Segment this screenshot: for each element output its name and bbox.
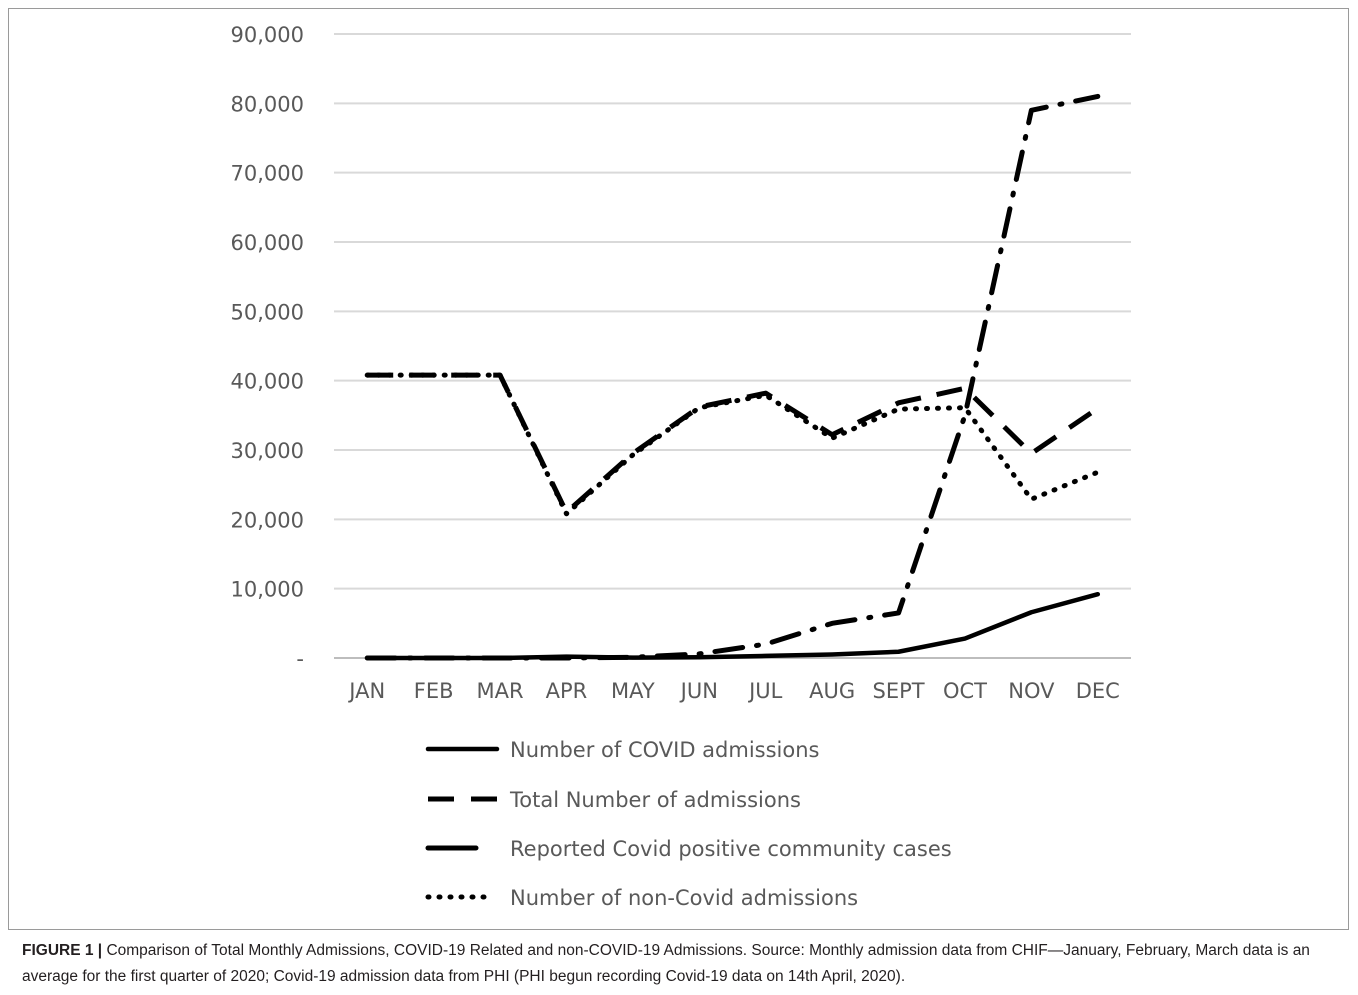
x-axis-tick-labels: JAN FEB MAR APR MAY JUN JUL AUG SEPT OCT NOV DEC xyxy=(347,679,1120,703)
series-line-2 xyxy=(367,372,1100,515)
x-tick-label: JUL xyxy=(747,679,783,703)
y-tick-label: - xyxy=(296,647,304,671)
series-lines xyxy=(364,93,1101,661)
x-tick-label: MAY xyxy=(611,679,655,703)
x-tick-label: MAR xyxy=(477,679,524,703)
caption-text: Comparison of Total Monthly Admissions, … xyxy=(22,942,1310,985)
x-tick-label: AUG xyxy=(809,679,855,703)
series-line-4 xyxy=(364,372,1101,517)
x-tick-label: APR xyxy=(546,679,588,703)
y-tick-label: 50,000 xyxy=(231,300,304,324)
legend-label: Number of COVID admissions xyxy=(510,738,819,762)
x-tick-label: FEB xyxy=(414,679,454,703)
x-tick-label: OCT xyxy=(943,679,987,703)
figure-caption: FIGURE 1 | Comparison of Total Monthly A… xyxy=(22,938,1342,990)
y-tick-label: 90,000 xyxy=(231,23,304,47)
x-tick-label: NOV xyxy=(1008,679,1055,703)
y-tick-label: 20,000 xyxy=(231,508,304,532)
y-tick-label: 80,000 xyxy=(231,92,304,116)
figure-frame xyxy=(8,8,1349,930)
y-tick-label: 40,000 xyxy=(231,370,304,394)
legend-label: Total Number of admissions xyxy=(509,788,801,812)
series-line-3 xyxy=(364,93,1101,661)
legend-label: Reported Covid positive community cases xyxy=(510,837,952,861)
legend-label: Number of non-Covid admissions xyxy=(510,886,858,910)
y-axis-tick-labels: - 10,000 20,000 30,000 40,000 50,000 60,000 70,… xyxy=(231,23,304,671)
y-tick-label: 10,000 xyxy=(231,578,304,602)
x-tick-label: DEC xyxy=(1076,679,1120,703)
y-tick-label: 70,000 xyxy=(231,162,304,186)
y-tick-label: 60,000 xyxy=(231,231,304,255)
legend: Number of COVID admissions Total Number o… xyxy=(425,738,952,910)
x-tick-label: JAN xyxy=(347,679,385,703)
x-tick-label: JUN xyxy=(679,679,718,703)
line-chart: - 10,000 20,000 30,000 40,000 50,000 60,000 70,… xyxy=(231,23,1131,910)
caption-label: FIGURE 1 | xyxy=(22,942,103,959)
x-tick-label: SEPT xyxy=(872,679,924,703)
gridlines xyxy=(334,33,1131,659)
y-tick-label: 30,000 xyxy=(231,439,304,463)
